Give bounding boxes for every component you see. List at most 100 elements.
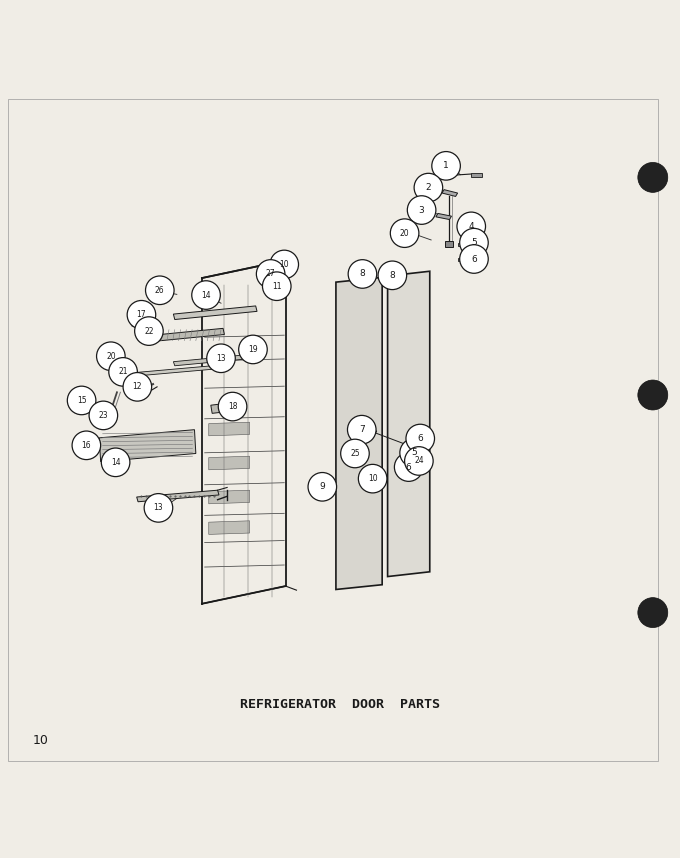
Text: 19: 19 bbox=[248, 345, 258, 354]
Text: 16: 16 bbox=[82, 441, 91, 450]
Circle shape bbox=[414, 173, 443, 202]
FancyBboxPatch shape bbox=[404, 462, 415, 465]
Circle shape bbox=[101, 448, 130, 476]
Text: 6: 6 bbox=[471, 255, 477, 263]
Text: 27: 27 bbox=[266, 269, 275, 279]
Circle shape bbox=[72, 431, 101, 460]
Text: 7: 7 bbox=[359, 426, 364, 434]
FancyBboxPatch shape bbox=[458, 243, 471, 246]
Polygon shape bbox=[392, 276, 426, 571]
Text: 5: 5 bbox=[471, 239, 477, 247]
FancyBboxPatch shape bbox=[404, 443, 415, 445]
Text: 18: 18 bbox=[228, 402, 237, 411]
Text: 21: 21 bbox=[118, 367, 128, 377]
Polygon shape bbox=[340, 282, 378, 584]
Polygon shape bbox=[361, 426, 377, 435]
Circle shape bbox=[270, 251, 299, 279]
Circle shape bbox=[460, 245, 488, 274]
Text: 10: 10 bbox=[368, 474, 377, 483]
Polygon shape bbox=[173, 354, 254, 366]
Circle shape bbox=[347, 415, 376, 444]
Text: 20: 20 bbox=[106, 352, 116, 360]
Text: 8: 8 bbox=[390, 271, 395, 280]
Polygon shape bbox=[209, 422, 250, 436]
Circle shape bbox=[432, 152, 460, 180]
Circle shape bbox=[146, 276, 174, 305]
Text: 17: 17 bbox=[137, 311, 146, 319]
Text: 5: 5 bbox=[411, 448, 417, 457]
Text: 13: 13 bbox=[154, 504, 163, 512]
Circle shape bbox=[406, 424, 435, 453]
Circle shape bbox=[67, 386, 96, 414]
Text: 6: 6 bbox=[418, 434, 423, 443]
Polygon shape bbox=[99, 430, 196, 462]
Text: 6: 6 bbox=[406, 462, 411, 472]
Polygon shape bbox=[336, 277, 382, 589]
Text: 3: 3 bbox=[419, 206, 424, 214]
Text: 22: 22 bbox=[144, 327, 154, 335]
Polygon shape bbox=[209, 521, 250, 535]
Ellipse shape bbox=[112, 356, 126, 365]
Circle shape bbox=[123, 372, 152, 402]
FancyBboxPatch shape bbox=[458, 257, 471, 261]
Polygon shape bbox=[436, 214, 452, 220]
Polygon shape bbox=[146, 329, 224, 342]
Circle shape bbox=[358, 464, 387, 492]
Text: 8: 8 bbox=[360, 269, 365, 279]
Circle shape bbox=[638, 162, 668, 192]
FancyBboxPatch shape bbox=[471, 172, 482, 177]
Polygon shape bbox=[209, 490, 250, 504]
Text: 25: 25 bbox=[350, 449, 360, 458]
Circle shape bbox=[256, 260, 285, 288]
Text: 11: 11 bbox=[272, 281, 282, 291]
Text: 14: 14 bbox=[201, 291, 211, 299]
Text: 24: 24 bbox=[414, 456, 424, 465]
Circle shape bbox=[109, 358, 137, 386]
Circle shape bbox=[457, 212, 486, 240]
Circle shape bbox=[378, 261, 407, 290]
Text: 15: 15 bbox=[77, 396, 86, 405]
Circle shape bbox=[262, 272, 291, 300]
Text: 20: 20 bbox=[400, 229, 409, 238]
Circle shape bbox=[192, 281, 220, 310]
Circle shape bbox=[407, 196, 436, 224]
Circle shape bbox=[638, 598, 668, 627]
Circle shape bbox=[127, 300, 156, 329]
Text: 14: 14 bbox=[111, 458, 120, 467]
Circle shape bbox=[97, 342, 125, 371]
Polygon shape bbox=[120, 366, 214, 378]
Circle shape bbox=[135, 317, 163, 346]
Text: 10: 10 bbox=[33, 734, 48, 747]
Circle shape bbox=[89, 402, 118, 430]
FancyBboxPatch shape bbox=[458, 227, 471, 231]
Circle shape bbox=[405, 447, 433, 475]
Text: 23: 23 bbox=[99, 411, 108, 420]
Circle shape bbox=[308, 473, 337, 501]
Circle shape bbox=[390, 219, 419, 247]
FancyBboxPatch shape bbox=[404, 453, 415, 456]
Polygon shape bbox=[137, 490, 219, 502]
Text: REFRIGERATOR  DOOR  PARTS: REFRIGERATOR DOOR PARTS bbox=[240, 698, 440, 711]
Circle shape bbox=[394, 453, 423, 481]
Circle shape bbox=[144, 493, 173, 523]
Circle shape bbox=[348, 260, 377, 288]
Polygon shape bbox=[388, 271, 430, 577]
Text: 9: 9 bbox=[320, 482, 325, 492]
Text: 13: 13 bbox=[216, 353, 226, 363]
Polygon shape bbox=[442, 190, 458, 196]
Circle shape bbox=[207, 344, 235, 372]
Circle shape bbox=[218, 392, 247, 420]
Text: 1: 1 bbox=[443, 161, 449, 171]
Circle shape bbox=[638, 380, 668, 410]
Polygon shape bbox=[209, 456, 250, 470]
Text: 2: 2 bbox=[426, 183, 431, 192]
Text: 26: 26 bbox=[155, 286, 165, 295]
Polygon shape bbox=[211, 402, 246, 414]
Text: 4: 4 bbox=[469, 222, 474, 231]
Circle shape bbox=[341, 439, 369, 468]
Text: 12: 12 bbox=[133, 383, 142, 391]
FancyBboxPatch shape bbox=[445, 241, 453, 247]
Circle shape bbox=[460, 228, 488, 257]
Text: 10: 10 bbox=[279, 260, 289, 269]
Polygon shape bbox=[173, 306, 257, 319]
